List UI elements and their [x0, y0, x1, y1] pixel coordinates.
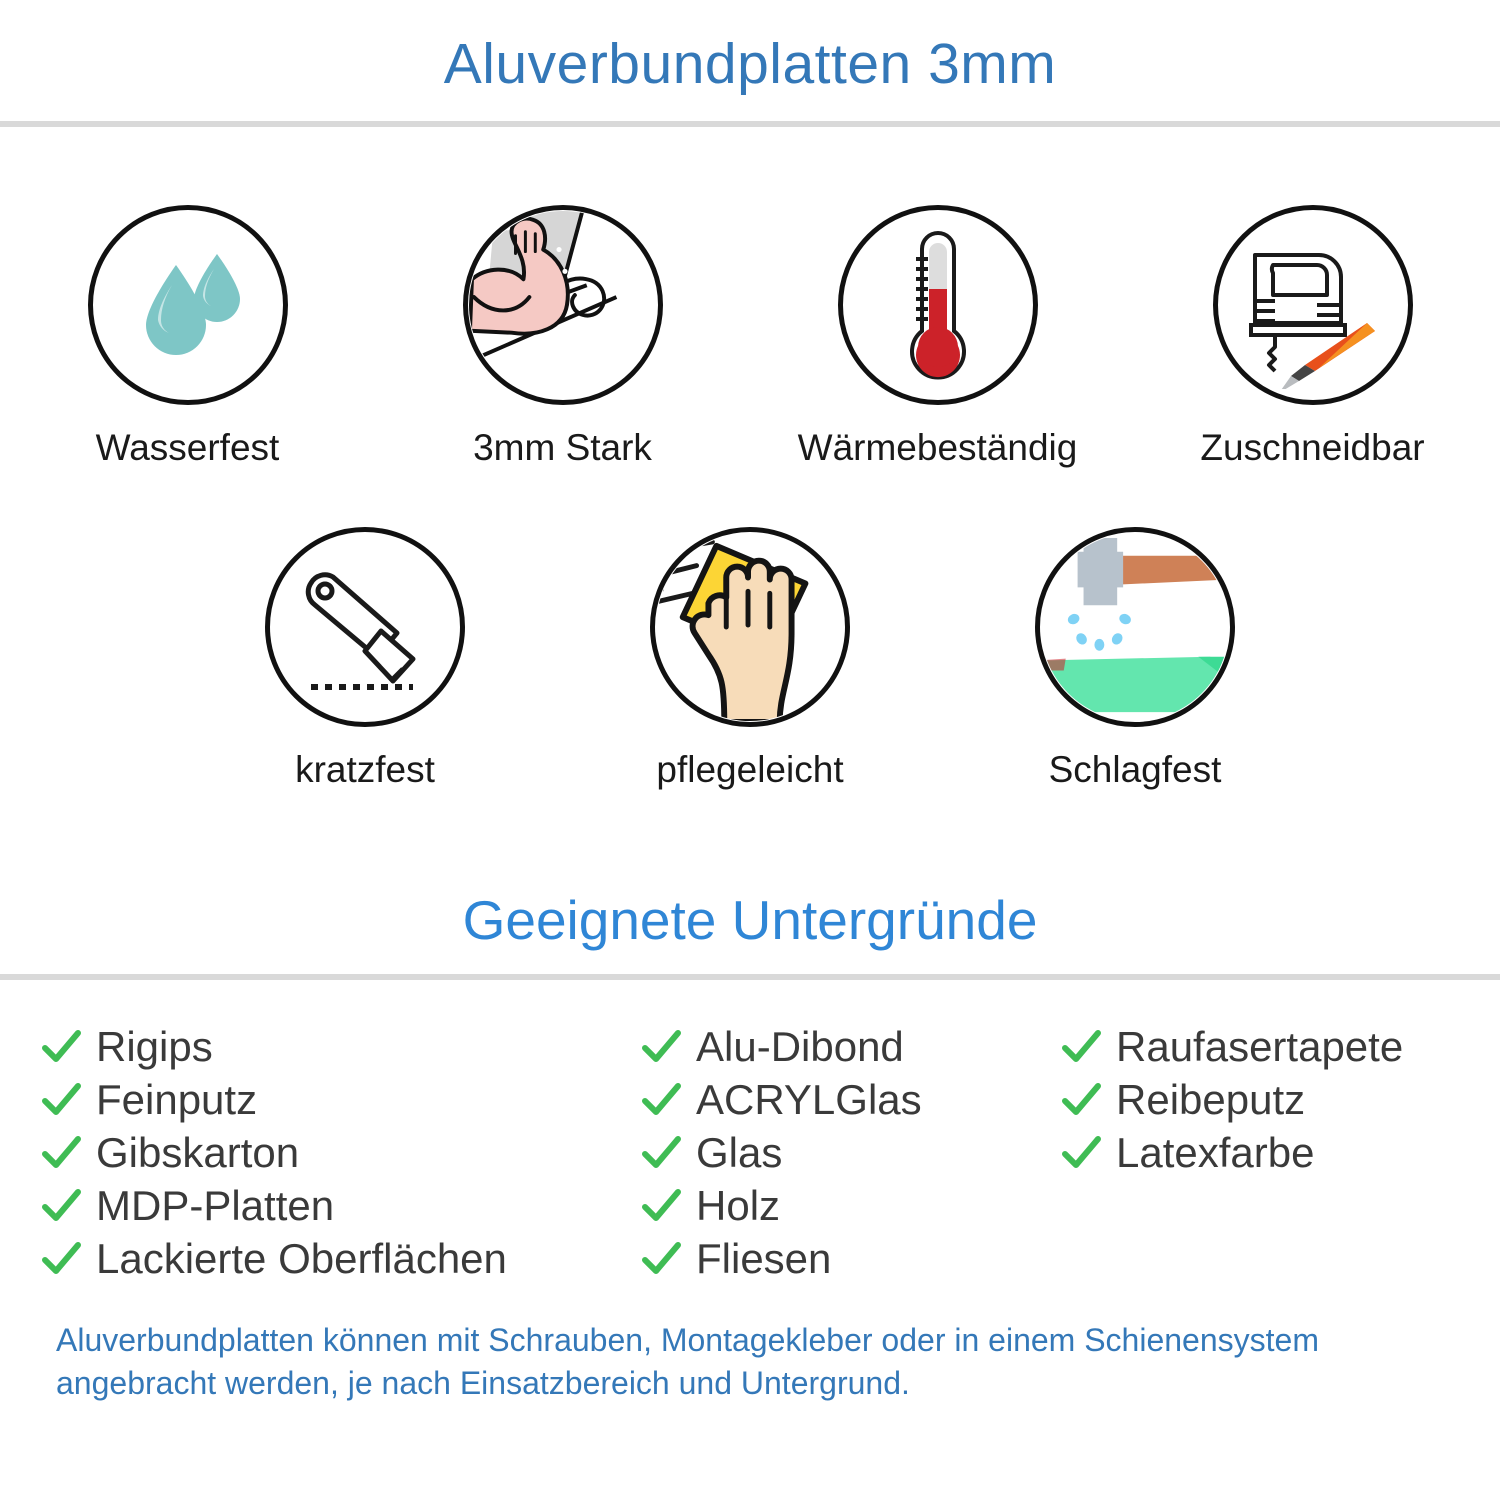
check-icon — [642, 1188, 681, 1221]
list-item[interactable]: Feinputz — [40, 1073, 640, 1126]
substrates-heading-band: Geeignete Untergründe — [0, 869, 1500, 948]
list-item[interactable]: Fliesen — [640, 1232, 1060, 1285]
check-icon — [42, 1135, 81, 1168]
feature-waermebestaendig[interactable]: Wärmebeständig — [750, 205, 1125, 469]
divider-middle — [0, 974, 1500, 980]
check-icon — [42, 1029, 81, 1062]
list-item[interactable]: Holz — [640, 1179, 1060, 1232]
list-item-label: Gibskarton — [96, 1128, 300, 1176]
feature-row-2: kratzfest — [0, 527, 1500, 791]
check-icon — [1062, 1082, 1101, 1115]
feature-zuschneidbar[interactable]: Zuschneidbar — [1125, 205, 1500, 469]
list-item-label: ACRYLGlas — [696, 1075, 922, 1123]
list-item-label: Glas — [696, 1128, 783, 1176]
list-item-label: Alu-Dibond — [696, 1022, 904, 1070]
list-item-label: Feinputz — [96, 1075, 258, 1123]
check-icon — [642, 1029, 681, 1062]
section-title: Geeignete Untergründe — [462, 889, 1038, 951]
list-item-label: Rigips — [96, 1022, 213, 1070]
list-item[interactable]: Alu-Dibond — [640, 1020, 1060, 1073]
check-icon — [42, 1082, 81, 1115]
substrate-checklist: Rigips Feinputz Gibskarton MDP-Platten L… — [0, 980, 1500, 1285]
list-item[interactable]: Raufasertapete — [1060, 1020, 1500, 1073]
divider-top — [0, 121, 1500, 127]
feature-row-1: Wasserfest — [0, 205, 1500, 469]
flexed-arm-panel-icon — [462, 205, 663, 405]
check-icon — [642, 1241, 681, 1274]
jigsaw-cutter-icon — [1212, 205, 1413, 405]
substrate-column-3: Raufasertapete Reibeputz Latexfarbe — [1060, 1020, 1500, 1285]
substrate-column-1: Rigips Feinputz Gibskarton MDP-Platten L… — [40, 1020, 640, 1285]
feature-grid: Wasserfest — [0, 205, 1500, 791]
check-icon — [1062, 1135, 1101, 1168]
list-item[interactable]: Reibeputz — [1060, 1073, 1500, 1126]
list-item[interactable]: Rigips — [40, 1020, 640, 1073]
feature-schlagfest[interactable]: Schlagfest — [943, 527, 1328, 791]
list-item-label: Latexfarbe — [1116, 1128, 1315, 1176]
feature-wasserfest[interactable]: Wasserfest — [0, 205, 375, 469]
check-icon — [1062, 1029, 1101, 1062]
thermometer-icon — [837, 205, 1038, 405]
page-title: Aluverbundplatten 3mm — [443, 32, 1057, 96]
water-drops-icon — [87, 205, 288, 405]
feature-label: Wärmebeständig — [797, 427, 1078, 468]
header-band: Aluverbundplatten 3mm — [0, 0, 1500, 93]
check-icon — [642, 1082, 681, 1115]
feature-pflegeleicht[interactable]: pflegeleicht — [558, 527, 943, 791]
list-item[interactable]: Lackierte Oberflächen — [40, 1232, 640, 1285]
list-item-label: Fliesen — [696, 1234, 832, 1282]
check-icon — [42, 1241, 81, 1274]
feature-label: Schlagfest — [1048, 749, 1222, 790]
list-item[interactable]: Glas — [640, 1126, 1060, 1179]
list-item[interactable]: ACRYLGlas — [640, 1073, 1060, 1126]
feature-3mm-stark[interactable]: 3mm Stark — [375, 205, 750, 469]
hammer-impact-icon — [1035, 527, 1235, 727]
check-icon — [642, 1135, 681, 1168]
footer-note: Aluverbundplatten können mit Schrauben, … — [56, 1322, 1319, 1402]
hand-cleaning-cloth-icon — [650, 527, 850, 727]
feature-label: 3mm Stark — [473, 427, 652, 468]
feature-label: pflegeleicht — [656, 749, 844, 790]
list-item[interactable]: MDP-Platten — [40, 1179, 640, 1232]
list-item-label: Reibeputz — [1116, 1075, 1306, 1123]
list-item-label: Raufasertapete — [1116, 1022, 1404, 1070]
list-item-label: MDP-Platten — [96, 1181, 335, 1229]
feature-label: Wasserfest — [95, 427, 280, 468]
check-icon — [42, 1188, 81, 1221]
list-item-label: Holz — [696, 1181, 781, 1229]
feature-label: kratzfest — [295, 749, 435, 790]
cutter-knife-scratch-icon — [265, 527, 465, 727]
list-item-label: Lackierte Oberflächen — [96, 1234, 507, 1282]
substrate-column-2: Alu-Dibond ACRYLGlas Glas Holz Fliesen — [640, 1020, 1060, 1285]
feature-kratzfest[interactable]: kratzfest — [173, 527, 558, 791]
list-item[interactable]: Gibskarton — [40, 1126, 640, 1179]
feature-label: Zuschneidbar — [1200, 427, 1425, 468]
list-item[interactable]: Latexfarbe — [1060, 1126, 1500, 1179]
